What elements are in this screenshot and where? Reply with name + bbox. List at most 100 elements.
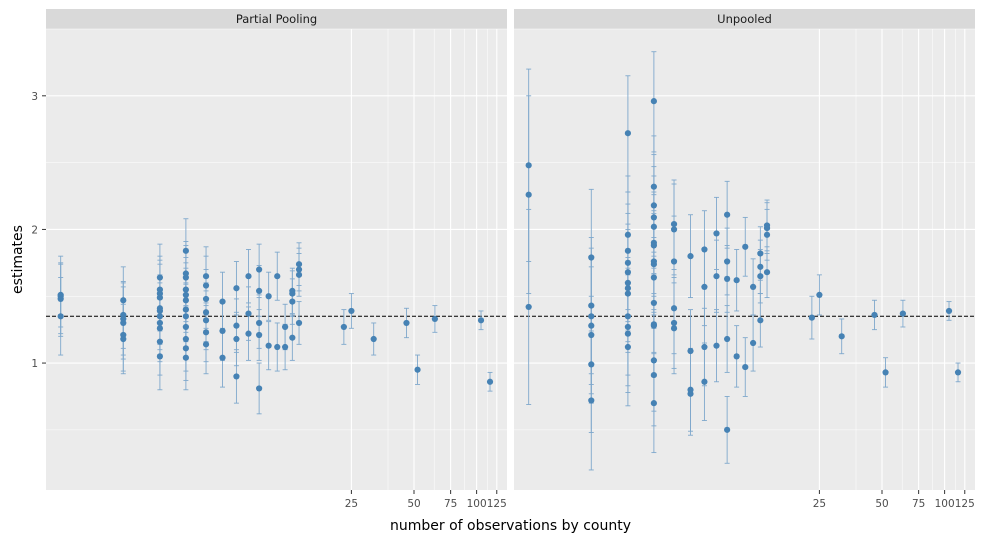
data-point [757,273,764,280]
data-point [295,271,303,278]
data-point [156,294,164,301]
data-point [219,327,226,335]
data-point [650,299,657,307]
data-point [701,246,708,253]
data-point [182,297,189,304]
data-point [256,331,263,339]
data-point [120,297,127,304]
data-point [57,293,64,300]
data-point [670,226,678,233]
data-point [588,254,595,261]
data-point [340,323,347,331]
data-point [624,343,632,351]
data-point [486,378,494,385]
data-point [954,369,962,376]
data-point [233,373,240,380]
data-point [120,319,127,327]
data-point [525,191,532,198]
data-point [202,329,210,336]
data-point [899,310,906,317]
data-point [274,343,281,351]
strip-background [514,9,975,29]
data-point [233,335,240,343]
data-point [182,323,189,331]
data-point [742,363,749,371]
data-point [650,98,657,105]
data-point [624,269,632,276]
data-point [624,323,632,331]
data-point [650,322,657,329]
x-tick-label: 75 [444,498,457,510]
data-point [525,162,532,169]
panel-background [46,29,507,490]
data-point [624,247,632,254]
data-point [701,343,708,351]
data-point [733,353,740,360]
data-point [713,273,720,280]
data-point [588,397,595,404]
data-point [713,342,720,349]
data-point [182,247,189,254]
data-point [588,313,595,320]
data-point [219,354,226,361]
data-point [724,211,731,218]
data-point [182,274,189,281]
data-point [808,314,815,321]
data-point [713,230,720,237]
data-point [724,426,731,433]
data-point [624,231,632,238]
y-axis: 1 2 3 [31,91,46,370]
data-point [156,307,164,315]
x-tick-label: 75 [912,498,925,510]
data-point [245,330,252,337]
data-point [588,361,595,368]
data-point [256,319,263,327]
data-point [588,322,595,329]
data-point [750,283,757,290]
data-point [348,307,355,315]
strip-label-partial-pooling: Partial Pooling [236,12,317,26]
data-point [202,317,210,324]
data-point [624,285,632,292]
data-point [202,341,210,348]
data-point [733,277,740,284]
data-point [724,258,731,265]
data-point [156,338,164,345]
gridlines [46,28,507,490]
x-tick-label: 125 [487,498,507,510]
x-tick-label: 100 [935,498,955,510]
data-point [650,371,657,379]
gridlines [514,28,975,490]
data-point [182,313,189,320]
data-point [650,223,657,230]
data-point [763,269,771,276]
data-point [525,303,532,311]
data-point [588,331,595,339]
data-point [701,283,708,290]
data-point [431,315,438,323]
x-tick-label: 50 [875,498,888,510]
data-point [289,290,296,297]
y-axis-title: estimates [10,225,26,294]
data-point [687,347,694,355]
data-point [256,287,263,295]
data-point [757,250,764,257]
data-point [624,313,632,320]
data-point [477,317,485,324]
data-point [650,274,657,281]
data-point [120,335,127,343]
data-point [670,325,678,332]
data-point [670,319,678,327]
data-point [624,290,632,297]
y-tick-label: 2 [31,224,38,236]
data-point [245,310,252,317]
data-point [650,357,657,364]
data-point [724,335,731,343]
data-point [182,335,189,343]
data-point [256,385,263,392]
data-point [370,335,377,343]
data-point [414,366,421,373]
data-point [624,130,632,137]
data-point [763,224,771,232]
